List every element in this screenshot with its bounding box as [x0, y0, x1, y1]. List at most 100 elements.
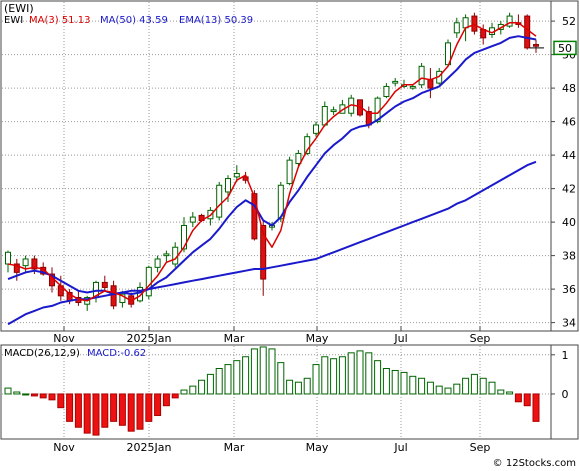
macd-bar [4, 387, 12, 395]
macd-bar [365, 352, 373, 395]
price-x-tick-label: Nov [53, 332, 75, 345]
macd-y-axis: 10 [551, 349, 569, 401]
macd-bar [206, 373, 214, 395]
price-gridlines [2, 2, 550, 330]
macd-x-tick-label: Sep [470, 441, 491, 454]
watermark: © 12Stocks.com [493, 458, 576, 469]
macd-bar [286, 379, 294, 395]
candle-body [163, 253, 170, 257]
price-panel [0, 0, 552, 332]
macd-bar [22, 393, 30, 396]
candle-body [418, 65, 425, 86]
candle-body [321, 106, 328, 126]
macd-bar [145, 393, 153, 422]
price-x-axis: Nov 2025Jan Mar May Jul Sep [53, 326, 490, 345]
price-y-tick-label: 48 [562, 82, 576, 95]
candle-body [31, 258, 38, 270]
macd-bar [171, 393, 179, 399]
price-x-tick-label: May [306, 332, 329, 345]
macd-bar [224, 364, 232, 395]
macd-bar [426, 381, 434, 395]
macd-bar [338, 356, 346, 395]
candle-body [233, 173, 240, 178]
candle-body [330, 109, 337, 113]
macd-bar [374, 360, 382, 395]
macd-bar [30, 393, 38, 397]
candle-body [22, 258, 29, 267]
macd-bar [127, 393, 135, 432]
ma3-line [7, 22, 537, 302]
macd-bar [382, 368, 390, 395]
macd-bar [233, 360, 241, 395]
candle-body [295, 152, 302, 164]
macd-bar [250, 348, 258, 395]
macd-bar [497, 389, 505, 395]
price-legend-entry: EMA(13) 50.39 [179, 15, 253, 26]
candle-body [181, 224, 187, 250]
macd-bar [154, 393, 162, 417]
macd-bar [303, 377, 311, 395]
ticker-label: (EWI) [4, 2, 34, 15]
price-x-tick-label: Sep [470, 332, 491, 345]
ma50-line [7, 160, 537, 326]
macd-x-tick-label: May [306, 441, 329, 454]
macd-bar [330, 358, 338, 395]
macd-bar [294, 381, 302, 395]
macd-x-tick-label: 2025Jan [127, 441, 172, 454]
price-y-tick-label: 34 [562, 317, 576, 330]
candle-body [13, 263, 20, 273]
candle-body [101, 281, 108, 288]
macd-bar [453, 383, 461, 395]
price-x-tick-label: 2025Jan [127, 332, 172, 345]
macd-bar [532, 393, 540, 422]
price-legend-entry: MA(50) 43.59 [100, 15, 168, 26]
price-y-tick-label: 44 [562, 149, 576, 162]
macd-x-tick-label: Jul [393, 441, 407, 454]
price-y-tick-label: 40 [562, 216, 576, 229]
candle-body [251, 193, 258, 240]
macd-bar [198, 379, 206, 395]
price-y-axis-frame [550, 0, 579, 332]
macd-bar [347, 352, 355, 395]
macd-bar [189, 385, 197, 395]
macd-x-tick-label: Nov [53, 441, 75, 454]
candle-body [524, 15, 531, 49]
macd-bar [470, 373, 478, 395]
candle-body [260, 224, 267, 280]
candle-body [225, 178, 231, 193]
macd-bar [242, 356, 250, 395]
macd-legend: MACD(26,12,9) MACD:-0.62 [4, 348, 146, 359]
candle-body [304, 136, 311, 154]
candle-body [453, 22, 460, 34]
candle-body [462, 17, 469, 29]
candle-body [277, 184, 284, 220]
candle-body [471, 15, 478, 32]
price-y-tick-label: 38 [562, 250, 576, 263]
price-legend-entry: MA(3) 51.13 [29, 15, 90, 26]
candle-body [216, 184, 223, 218]
macd-bar [136, 393, 144, 430]
price-y-tick-label: 36 [562, 283, 576, 296]
macd-bar [356, 350, 364, 395]
candle-body [533, 44, 539, 47]
macd-legend-entry: MACD(26,12,9) [4, 348, 80, 359]
macd-bar [110, 393, 118, 422]
macd-bar [39, 393, 47, 399]
macd-y-tick-label: 1 [562, 349, 569, 362]
macd-bar [268, 348, 276, 395]
macd-bar [506, 391, 514, 395]
candle-body [506, 15, 513, 27]
price-y-tick-label: 42 [562, 183, 576, 196]
macd-bar [259, 346, 267, 395]
candle-body [189, 216, 196, 223]
macd-bar [83, 393, 91, 434]
candle-body [110, 285, 117, 307]
macd-bar [488, 381, 496, 395]
ema13-line [7, 35, 537, 296]
candle-body [286, 159, 293, 185]
macd-histogram [4, 346, 540, 436]
macd-bar [277, 362, 285, 395]
price-y-tick-label: 52 [562, 15, 576, 28]
macd-y-axis-frame [550, 344, 579, 440]
macd-bar [118, 393, 126, 426]
